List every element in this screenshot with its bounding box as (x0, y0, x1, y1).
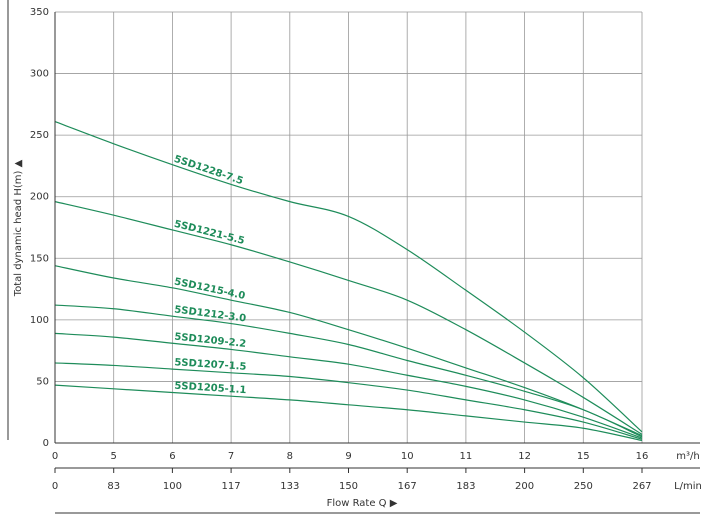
x-tick-label: 0 (52, 451, 58, 462)
x-tick-label: 11 (460, 451, 473, 462)
x2-tick-label: 83 (107, 481, 120, 492)
curve-label: 5SD1215-4.0 (173, 276, 246, 302)
y-tick-label: 50 (36, 376, 49, 387)
x2-tick-label: 200 (515, 481, 534, 492)
x-unit: m³/h (676, 451, 699, 462)
curve (54, 304, 643, 438)
y-tick-label: 300 (30, 69, 49, 80)
y-tick-label: 350 (30, 7, 49, 18)
y-tick-label: 250 (30, 130, 49, 141)
y-tick-label: 150 (30, 253, 49, 264)
x-tick-label: 5 (111, 451, 117, 462)
y-tick-label: 200 (30, 192, 49, 203)
x2-tick-label: 150 (339, 481, 358, 492)
x-tick-label: 16 (636, 451, 649, 462)
curve (54, 265, 643, 437)
x-tick-label: 12 (518, 451, 531, 462)
y-axis-title: Total dynamic head H(m) ▲ (13, 159, 24, 297)
x2-tick-label: 183 (456, 481, 475, 492)
x2-tick-label: 0 (52, 481, 58, 492)
x-tick-label: 10 (401, 451, 414, 462)
x2-tick-label: 100 (163, 481, 182, 492)
x2-tick-label: 133 (280, 481, 299, 492)
x-tick-label: 7 (228, 451, 234, 462)
curve (54, 201, 643, 435)
y-tick-label: 100 (30, 315, 49, 326)
x-tick-label: 9 (345, 451, 351, 462)
curve (54, 332, 643, 439)
curve (54, 384, 643, 442)
x-tick-label: 6 (169, 451, 175, 462)
curve-label: 5SD1212-3.0 (174, 304, 247, 324)
x2-tick-label: 267 (632, 481, 651, 492)
x-axis-title: Flow Rate Q ▶ (327, 498, 398, 509)
curve (54, 121, 643, 433)
x-tick-label: 15 (577, 451, 590, 462)
x2-unit: L/min (674, 481, 702, 492)
curve (54, 362, 643, 440)
x2-tick-label: 167 (398, 481, 417, 492)
curve-label: 5SD1207-1.5 (174, 357, 247, 373)
y-tick-label: 0 (43, 438, 49, 449)
curve-label: 5SD1228-7.5 (172, 154, 244, 187)
curve-label: 5SD1205-1.1 (174, 381, 247, 397)
x-tick-label: 8 (287, 451, 293, 462)
x2-tick-label: 250 (574, 481, 593, 492)
x2-tick-label: 117 (222, 481, 241, 492)
